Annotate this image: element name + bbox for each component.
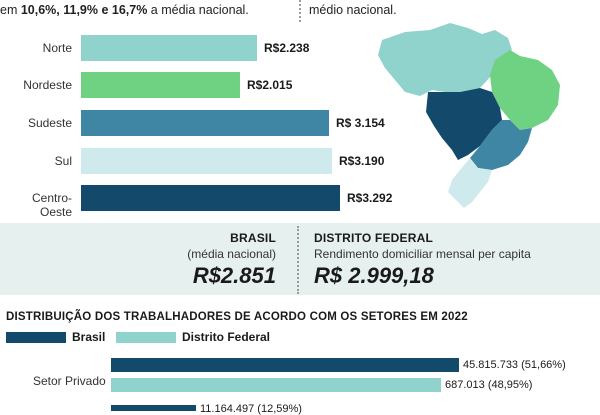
sector-value-label: 45.815.733 (51,66%) <box>463 359 566 371</box>
average-income-box <box>0 223 600 295</box>
legend-swatch-df <box>116 332 176 343</box>
map-region-norte <box>378 23 512 96</box>
top-divider <box>299 0 301 22</box>
intro-suffix: a média nacional. <box>147 3 249 17</box>
region-value-label: R$ 3.154 <box>336 116 385 130</box>
legend-label-brasil: Brasil <box>72 330 106 344</box>
legend-swatch-brasil <box>6 332 66 343</box>
brasil-subtitle: (média nacional) <box>187 247 276 261</box>
intro-text-left: em 10,6%, 11,9% e 16,7% a média nacional… <box>0 3 249 17</box>
brasil-value: R$2.851 <box>192 263 276 288</box>
region-label: Norte <box>42 41 72 55</box>
box-divider <box>297 226 299 294</box>
sector-bar-brasil <box>111 358 459 372</box>
intro-text-right: médio nacional. <box>309 3 397 17</box>
map-region-nordeste <box>490 50 560 130</box>
region-value-label: R$3.190 <box>339 154 385 168</box>
sector-category-label: Setor Privado <box>33 374 106 388</box>
region-value-label: R$3.292 <box>347 191 393 205</box>
legend-label-df: Distrito Federal <box>182 330 271 344</box>
region-value-label: R$2.238 <box>264 41 310 55</box>
brazil-regions-map-icon <box>378 23 560 208</box>
intro-prefix: em <box>0 3 21 17</box>
region-bar <box>81 185 340 211</box>
region-label: Centro-Oeste <box>31 191 72 219</box>
df-value: R$ 2.999,18 <box>314 263 434 288</box>
region-label: Sul <box>54 154 72 168</box>
region-label: Nordeste <box>23 78 72 92</box>
sector-value-label: 687.013 (48,95%) <box>445 379 533 391</box>
region-value-label: R$2.015 <box>247 78 293 92</box>
region-bar <box>81 148 332 174</box>
map-region-sul <box>448 158 492 208</box>
region-bar <box>81 110 329 136</box>
df-subtitle: Rendimento domiciliar mensal per capita <box>314 247 531 261</box>
intro-bold: 10,6%, 11,9% e 16,7% <box>20 3 148 17</box>
brasil-title: BRASIL <box>230 231 276 245</box>
sector-bar-partial <box>111 405 196 411</box>
sector-chart-title: DISTRIBUIÇÃO DOS TRABALHADORES DE ACORDO… <box>6 311 468 323</box>
df-title: DISTRITO FEDERAL <box>314 231 433 245</box>
sector-bar-df <box>111 378 441 392</box>
region-label: Sudeste <box>27 116 72 130</box>
region-bar <box>81 35 257 61</box>
sector-value-label-partial: 11.164.497 (12,59%) <box>200 403 302 415</box>
region-bar <box>81 72 240 98</box>
map-region-sudeste <box>470 120 532 170</box>
